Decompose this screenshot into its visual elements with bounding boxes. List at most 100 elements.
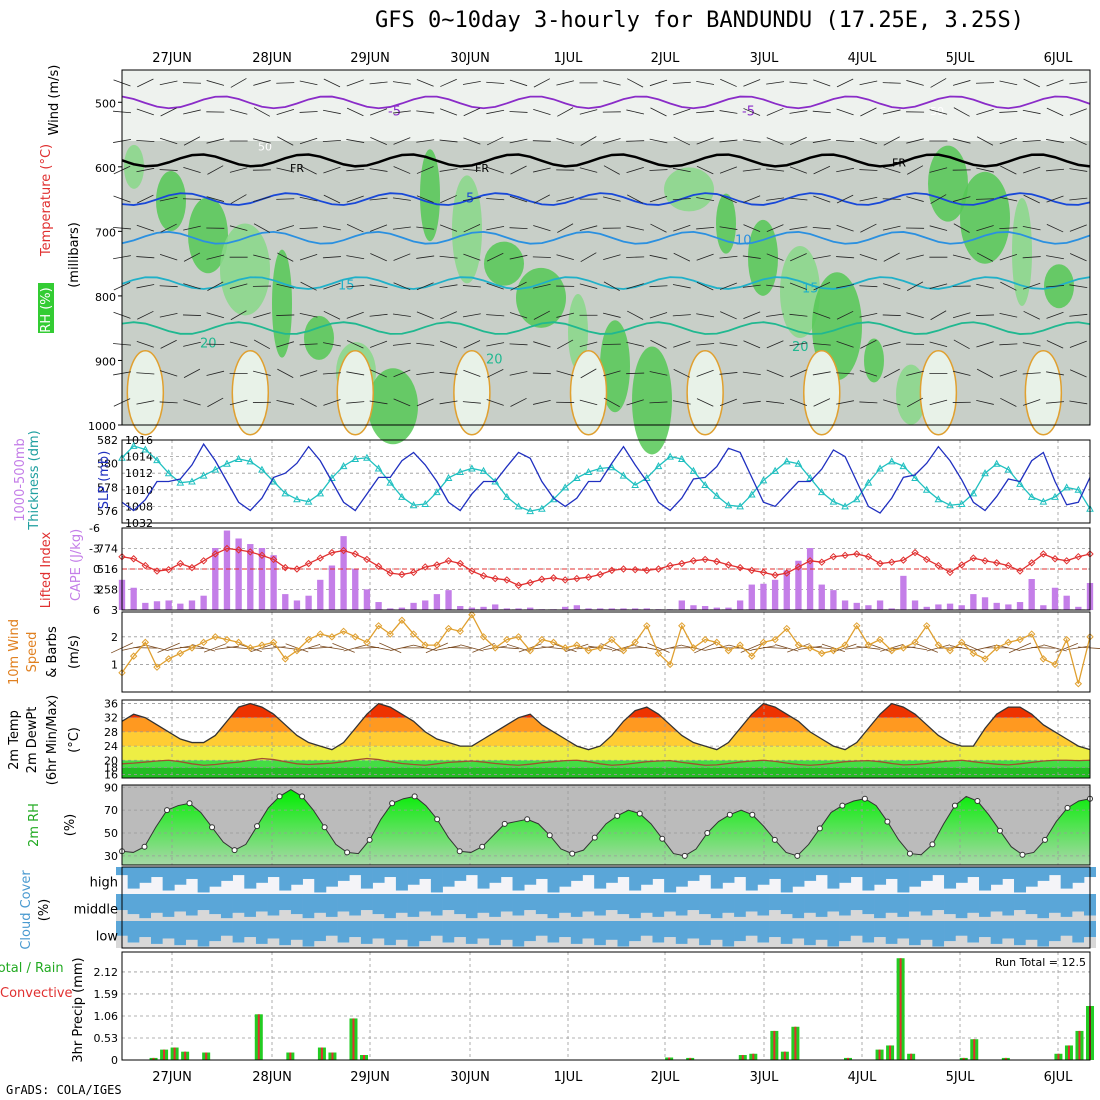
- cloud-gap: [547, 918, 560, 921]
- wind-barb: [649, 371, 668, 376]
- wind-barb: [579, 399, 598, 406]
- cloud-gap: [664, 937, 677, 948]
- wind-barb: [603, 138, 621, 144]
- cloud-gap: [570, 943, 583, 948]
- wind-barb: [509, 343, 528, 346]
- cloud-gap: [1049, 941, 1062, 948]
- wind-barb: [673, 341, 691, 348]
- precip-tick-label: 0.53: [94, 1032, 119, 1045]
- surface-wind-barb: [634, 645, 659, 651]
- date-label-bottom: 2JUL: [651, 1070, 681, 1085]
- rh-point: [299, 793, 306, 800]
- date-label-bottom: 6JUL: [1044, 1070, 1074, 1085]
- rh-point: [344, 849, 351, 856]
- cape-bar: [258, 548, 266, 610]
- wind-barb: [719, 372, 738, 375]
- wind-barb: [462, 80, 481, 85]
- cloud-gap: [885, 943, 898, 948]
- wind-barb: [370, 253, 387, 262]
- cloud-cell: [699, 894, 712, 915]
- isotherm: [121, 153, 1091, 168]
- thickness-line-point: [398, 492, 406, 500]
- wind-speed-axis-label: Speed: [25, 632, 40, 673]
- convective-bar: [352, 1018, 355, 1060]
- cloud-cell: [360, 921, 373, 944]
- slp-line: [121, 442, 1091, 514]
- wind-barb: [579, 167, 598, 173]
- wind-barb: [789, 398, 807, 407]
- cloud-gap: [139, 918, 152, 921]
- cloud-gap: [862, 942, 875, 948]
- temp-band: [122, 760, 1090, 768]
- wind-barb: [440, 340, 458, 348]
- cloud-cell: [874, 867, 887, 885]
- wind-barb: [299, 137, 318, 145]
- cape-axis-label: CAPE (J/kg): [69, 529, 84, 601]
- wind-speed-line-point: [701, 635, 709, 644]
- cloud-gap: [500, 939, 513, 948]
- cloud-gap: [197, 946, 210, 948]
- thickness-line-point: [153, 456, 161, 464]
- lifted-index-line-point: [409, 568, 418, 577]
- wind-barb: [719, 166, 738, 174]
- lifted-index-line-point: [526, 578, 534, 587]
- cloud-cell: [979, 921, 992, 938]
- wind-barb: [439, 400, 458, 405]
- thickness-line-point: [806, 473, 814, 481]
- wind-barb: [603, 281, 620, 291]
- wind-barb: [883, 399, 901, 406]
- cloud-cell: [1002, 894, 1015, 916]
- wind-barb: [953, 223, 970, 233]
- cape-bar: [911, 600, 919, 610]
- cloud-cell: [967, 867, 980, 878]
- cloud-cell: [489, 894, 502, 917]
- rh-patch: [748, 219, 778, 296]
- wind-barb: [603, 196, 621, 202]
- thickness-line-point: [584, 467, 593, 476]
- cape-bar: [527, 607, 534, 610]
- lifted-index-line-point: [631, 565, 639, 574]
- cloud-gap: [769, 910, 782, 921]
- wind-speed-line-point: [888, 646, 896, 655]
- wind-barb: [300, 165, 317, 175]
- cape-bar: [480, 606, 487, 610]
- lifted-index-line-point: [934, 561, 943, 570]
- cloud-gap: [850, 935, 863, 948]
- rh-point: [411, 793, 418, 800]
- cloud-gap: [792, 938, 805, 948]
- convective-bar: [320, 1047, 323, 1060]
- wind-barb: [229, 341, 248, 348]
- thickness-line-point: [701, 481, 709, 489]
- cloud-cell: [349, 921, 362, 938]
- cloud-cell: [524, 921, 537, 942]
- surface-wind-barb: [1031, 647, 1056, 649]
- surface-wind-barb: [354, 647, 379, 649]
- wind-barb: [742, 139, 761, 143]
- cloud-cell: [1014, 921, 1027, 946]
- barbs-axis-label: & Barbs: [45, 626, 60, 678]
- surface-wind-barb: [915, 642, 938, 653]
- wind-barb: [1000, 165, 1017, 175]
- lifted-index-line-point: [561, 576, 569, 584]
- thickness-line-point: [1027, 492, 1036, 500]
- cloud-gap: [430, 915, 443, 921]
- surface-wind-barb: [168, 645, 193, 651]
- wind-barb: [183, 283, 201, 290]
- wind-barb: [346, 285, 365, 288]
- cloud-gap: [722, 946, 735, 948]
- cloud-gap: [839, 915, 852, 921]
- wind-barb: [463, 369, 481, 377]
- thickness-line-point: [526, 507, 535, 515]
- cloud-gap: [652, 916, 665, 921]
- wind-barb: [183, 225, 201, 231]
- wind-speed-line-point: [339, 627, 348, 636]
- cape-bar: [876, 600, 884, 610]
- cloud-cell: [395, 894, 408, 913]
- wind-barb: [299, 313, 318, 318]
- thickness-line-point: [363, 453, 371, 461]
- wind-barb: [346, 195, 364, 203]
- cloud-cell: [769, 867, 782, 879]
- wind-barb: [230, 194, 247, 204]
- rh-point: [231, 847, 238, 854]
- wind-barb: [626, 341, 645, 347]
